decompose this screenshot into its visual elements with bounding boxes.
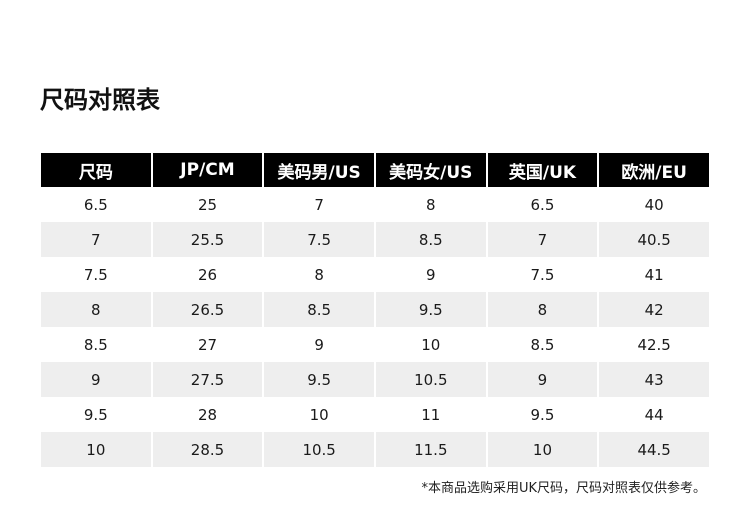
table-row: 10 28.5 10.5 11.5 10 44.5	[41, 432, 709, 467]
table-cell: 40.5	[599, 222, 709, 257]
table-cell: 8	[487, 292, 598, 327]
header-us-women: 美码女/US	[375, 153, 486, 187]
table-cell: 26.5	[152, 292, 263, 327]
table-cell: 44.5	[599, 432, 709, 467]
table-cell: 7	[41, 222, 151, 257]
table-cell: 9.5	[41, 397, 151, 432]
table-cell: 6.5	[487, 187, 598, 222]
table-cell: 27	[152, 327, 263, 362]
table-cell: 26	[152, 257, 263, 292]
table-cell: 8.5	[264, 292, 374, 327]
table-cell: 42	[599, 292, 709, 327]
table-cell: 8.5	[41, 327, 151, 362]
table-row: 7.5 26 8 9 7.5 41	[41, 257, 709, 292]
table-row: 9 27.5 9.5 10.5 9 43	[41, 362, 709, 397]
table-row: 8.5 27 9 10 8.5 42.5	[41, 327, 709, 362]
table-cell: 9.5	[264, 362, 374, 397]
table-cell: 9	[487, 362, 598, 397]
table-cell: 43	[599, 362, 709, 397]
table-cell: 7	[264, 187, 374, 222]
table-cell: 7.5	[487, 257, 598, 292]
table-cell: 9	[264, 327, 374, 362]
header-jp-cm: JP/CM	[152, 153, 263, 187]
table-cell: 7.5	[264, 222, 374, 257]
table-row: 8 26.5 8.5 9.5 8 42	[41, 292, 709, 327]
table-cell: 7	[487, 222, 598, 257]
table-cell: 8.5	[375, 222, 486, 257]
table-cell: 10.5	[264, 432, 374, 467]
table-cell: 10	[375, 327, 486, 362]
header-eu: 欧洲/EU	[599, 153, 709, 187]
header-size: 尺码	[41, 153, 151, 187]
header-uk: 英国/UK	[487, 153, 598, 187]
size-chart-table: 尺码 JP/CM 美码男/US 美码女/US 英国/UK 欧洲/EU 6.5 2…	[39, 153, 711, 467]
table-cell: 6.5	[41, 187, 151, 222]
table-cell: 25.5	[152, 222, 263, 257]
table-header-row: 尺码 JP/CM 美码男/US 美码女/US 英国/UK 欧洲/EU	[41, 153, 709, 187]
table-row: 6.5 25 7 8 6.5 40	[41, 187, 709, 222]
table-row: 7 25.5 7.5 8.5 7 40.5	[41, 222, 709, 257]
table-cell: 44	[599, 397, 709, 432]
table-cell: 11	[375, 397, 486, 432]
table-cell: 9	[375, 257, 486, 292]
table-cell: 28.5	[152, 432, 263, 467]
table-cell: 10	[41, 432, 151, 467]
table-cell: 28	[152, 397, 263, 432]
table-row: 9.5 28 10 11 9.5 44	[41, 397, 709, 432]
table-cell: 40	[599, 187, 709, 222]
footnote: *本商品选购采用UK尺码，尺码对照表仅供参考。	[421, 481, 706, 496]
table-cell: 9.5	[487, 397, 598, 432]
header-us-men: 美码男/US	[264, 153, 374, 187]
table-cell: 9.5	[375, 292, 486, 327]
table-cell: 27.5	[152, 362, 263, 397]
table-cell: 41	[599, 257, 709, 292]
table-cell: 42.5	[599, 327, 709, 362]
table-cell: 10	[264, 397, 374, 432]
table-cell: 10	[487, 432, 598, 467]
table-cell: 8	[375, 187, 486, 222]
table-cell: 10.5	[375, 362, 486, 397]
table-cell: 8	[41, 292, 151, 327]
table-cell: 11.5	[375, 432, 486, 467]
table-cell: 8.5	[487, 327, 598, 362]
table-cell: 8	[264, 257, 374, 292]
page-title: 尺码对照表	[40, 86, 160, 114]
table-cell: 25	[152, 187, 263, 222]
table-cell: 9	[41, 362, 151, 397]
table-cell: 7.5	[41, 257, 151, 292]
